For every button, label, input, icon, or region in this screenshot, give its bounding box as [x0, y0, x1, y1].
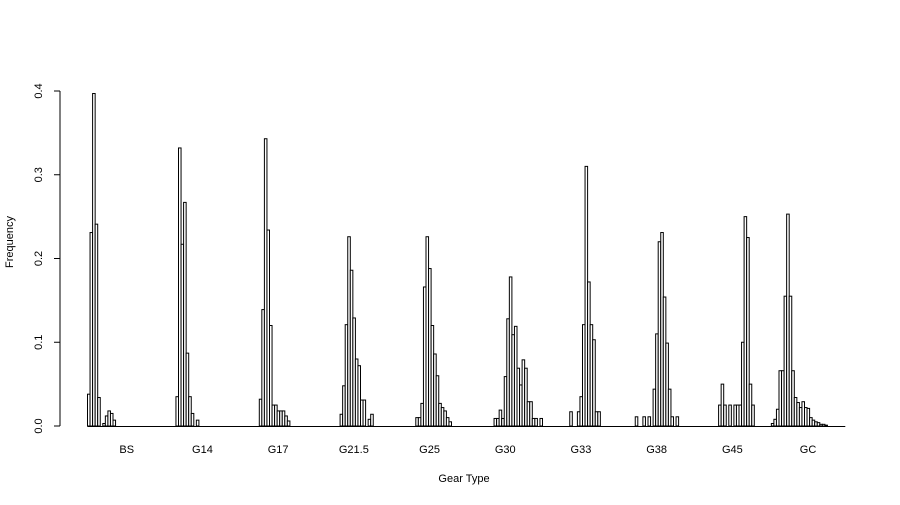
bar-G17-19 — [286, 420, 291, 427]
bar-G45-12 — [723, 404, 727, 427]
x-tick-label: G25 — [419, 444, 440, 456]
x-tick-label: G14 — [192, 444, 213, 456]
x-tick-label: BS — [119, 444, 134, 456]
bar-G38-23 — [675, 416, 680, 427]
bar-G38-21 — [670, 416, 675, 427]
x-axis-title: Gear Type — [438, 473, 489, 485]
bar-G38-7 — [634, 416, 639, 427]
bar-G33-22 — [597, 411, 601, 427]
bar-G33-11 — [569, 411, 573, 427]
x-tick-label: G21.5 — [339, 444, 369, 456]
bar-G21.5-22 — [370, 413, 374, 427]
x-tick-label: G30 — [495, 444, 516, 456]
y-tick-label: 0.3 — [33, 167, 45, 182]
bar-GC-22 — [824, 424, 828, 427]
y-axis-title: Frequency — [4, 216, 16, 268]
x-tick-label: G33 — [571, 444, 592, 456]
bar-BS-10 — [112, 419, 117, 427]
bar-G45-14 — [728, 404, 732, 427]
y-tick-label: 0.2 — [33, 251, 45, 266]
bar-G14-11 — [190, 412, 195, 427]
bar-G14-13 — [195, 419, 200, 427]
bar-BS-3 — [94, 223, 99, 427]
x-tick-label: G17 — [268, 444, 289, 456]
y-tick-label: 0.1 — [33, 335, 45, 350]
bar-G38-12 — [647, 416, 652, 427]
x-tick-label: G38 — [646, 444, 667, 456]
bar-G30-29 — [539, 417, 544, 427]
bar-G38-10 — [642, 416, 646, 427]
bar-G45-23 — [751, 404, 755, 427]
y-tick-label: 0.0 — [33, 418, 45, 433]
bar-G21.5-19 — [362, 399, 367, 427]
bar-G30-27 — [534, 417, 538, 427]
x-tick-label: G45 — [722, 444, 743, 456]
bar-BS-4 — [97, 397, 101, 427]
x-tick-label: GC — [800, 444, 817, 456]
axis-layer: Gear Type Frequency BS G14 G17 G21.5 G25 G30 G… — [4, 83, 816, 485]
bars-layer — [87, 93, 846, 427]
bar-G25-23 — [448, 421, 453, 427]
y-tick-label: 0.4 — [33, 83, 45, 98]
